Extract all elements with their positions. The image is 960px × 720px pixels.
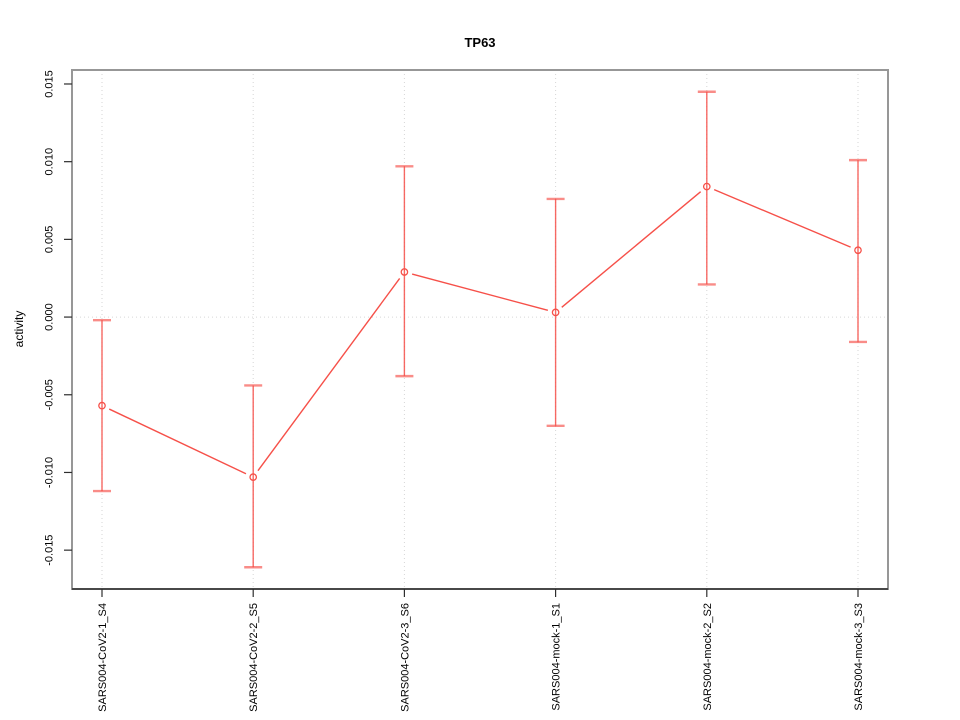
series-segment bbox=[108, 408, 247, 475]
y-tick-label: -0.005 bbox=[44, 379, 56, 410]
data-point bbox=[854, 246, 862, 255]
series-segment bbox=[257, 278, 401, 472]
y-tick-label: 0.015 bbox=[44, 70, 56, 98]
y-tick-label: 0.000 bbox=[44, 303, 56, 331]
x-tick-label: SARS004-CoV2-3_S6 bbox=[399, 603, 411, 712]
data-point bbox=[551, 308, 560, 317]
y-tick-label: -0.010 bbox=[44, 457, 56, 488]
series-segment bbox=[561, 191, 702, 308]
y-tick-label: 0.010 bbox=[44, 148, 56, 176]
chart-generated-layer: -0.015 -0.010 -0.005 0.000 0.005 0.010 0.015 SA… bbox=[44, 69, 889, 712]
data-point bbox=[702, 182, 711, 191]
data-point bbox=[400, 268, 409, 276]
series-segment bbox=[713, 189, 851, 248]
x-tick-label: SARS004-mock-3_S3 bbox=[853, 603, 865, 711]
x-tick-label: SARS004-mock-1_S1 bbox=[551, 603, 563, 711]
data-point bbox=[249, 473, 258, 481]
data-point bbox=[98, 401, 106, 410]
y-axis-label: activity bbox=[12, 311, 26, 348]
y-tick-label: -0.015 bbox=[44, 535, 56, 566]
x-tick-label: SARS004-CoV2-2_S5 bbox=[248, 603, 260, 712]
chart-title: TP63 bbox=[464, 35, 495, 50]
plot-border bbox=[71, 69, 889, 590]
x-tick-label: SARS004-CoV2-1_S4 bbox=[97, 603, 109, 712]
series-segment bbox=[411, 273, 549, 312]
x-tick-label: SARS004-mock-2_S2 bbox=[702, 603, 714, 711]
y-tick-label: 0.005 bbox=[44, 226, 56, 254]
